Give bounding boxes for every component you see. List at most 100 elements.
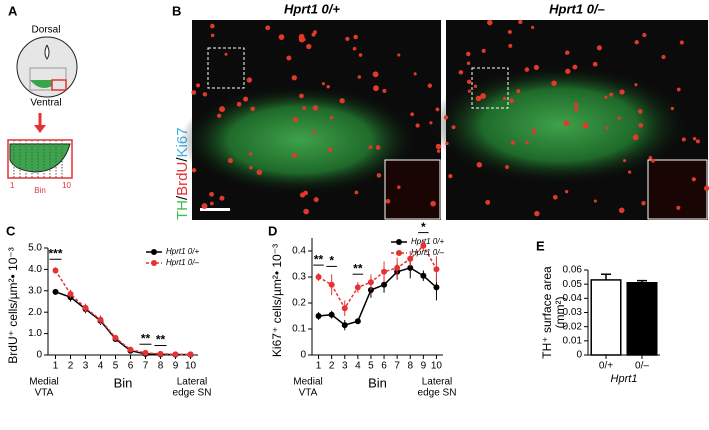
cell: [368, 145, 373, 150]
cell: [502, 96, 507, 100]
cell: [306, 43, 312, 50]
point: [52, 267, 59, 274]
x-axis-title: Hprt1: [611, 373, 638, 385]
legend-label: Hprt1 0/–: [411, 248, 444, 257]
legend-label: Hprt1 0/+: [411, 237, 444, 246]
x-note: Medial: [293, 377, 322, 388]
cell: [531, 128, 537, 134]
significance: ***: [48, 246, 62, 260]
cell: [436, 149, 441, 153]
cell: [637, 109, 643, 114]
cell: [191, 168, 197, 173]
label: 10: [62, 181, 71, 190]
point: [433, 266, 440, 273]
y-tick-label: 0.06: [563, 265, 583, 276]
cell: [661, 54, 666, 59]
point: [127, 346, 134, 353]
bin-lines: [13, 140, 63, 178]
x-note: VTA: [35, 388, 54, 399]
significance: **: [314, 252, 324, 266]
point: [187, 351, 194, 358]
cell: [609, 92, 614, 97]
y-tick-label: 0.01: [563, 335, 583, 346]
cell: [430, 200, 436, 207]
cell: [413, 72, 417, 76]
cell: [619, 89, 625, 95]
cell: [292, 116, 299, 123]
cell: [648, 156, 653, 160]
zoom-box: [207, 47, 245, 89]
series-line: [55, 291, 191, 356]
point: [354, 284, 361, 291]
cell: [373, 85, 379, 92]
cell: [217, 113, 222, 118]
cell: [605, 126, 609, 130]
cell: [328, 147, 333, 152]
cell: [385, 198, 391, 204]
cell: [210, 33, 215, 38]
x-tick-label: 6: [128, 361, 134, 372]
cell: [224, 52, 228, 56]
cell: [681, 137, 686, 142]
cell: [596, 45, 602, 51]
cell: [248, 151, 253, 156]
x-tick-label: 3: [83, 361, 89, 372]
cell: [256, 169, 263, 176]
y-tick-label: 2.0: [28, 307, 42, 318]
cell: [476, 162, 483, 168]
y-tick-label: 0.04: [563, 293, 583, 304]
cell: [592, 61, 598, 67]
x-tick-label: 0/+: [599, 361, 613, 372]
x-tick-label: 1: [316, 361, 322, 372]
cell: [632, 134, 639, 141]
cell: [302, 106, 307, 111]
cell: [376, 173, 382, 178]
roi: [29, 67, 67, 91]
cell: [299, 93, 304, 99]
point: [407, 255, 414, 262]
inset: [647, 159, 708, 220]
cell: [458, 70, 464, 75]
x-tick-label: 5: [368, 361, 374, 372]
cell: [292, 152, 298, 158]
x-tick-label: 1: [53, 361, 59, 372]
cell: [201, 203, 208, 210]
cell: [278, 34, 285, 40]
point: [97, 316, 104, 323]
series-line: [54, 270, 191, 356]
cell: [265, 25, 271, 31]
legend-marker: [151, 249, 157, 255]
cell: [339, 98, 345, 104]
cell: [382, 88, 387, 93]
cell: [429, 121, 433, 125]
x-tick-label: 9: [421, 361, 427, 372]
bar: [590, 279, 622, 356]
panel-b: B Hprt1 0/+ Hprt1 0/– TH/BrdU/Ki67: [172, 1, 708, 220]
point: [341, 322, 348, 329]
cell: [291, 75, 297, 81]
y-tick-label: 0.03: [563, 307, 583, 318]
legend-marker: [396, 239, 402, 245]
cell: [397, 185, 401, 189]
panel-label: B: [172, 3, 181, 18]
image-title: Hprt1 0/+: [284, 1, 340, 16]
cell: [435, 107, 440, 112]
x-tick-label: 0/–: [635, 361, 649, 372]
y-tick-label: 0.2: [292, 298, 306, 309]
y-tick-label: 1.0: [28, 328, 42, 339]
significance: **: [141, 331, 151, 345]
th-signal: [180, 85, 420, 195]
cell: [676, 205, 681, 210]
cell: [634, 83, 638, 87]
x-tick-label: 4: [355, 361, 361, 372]
x-tick-label: 4: [98, 361, 104, 372]
cell: [604, 95, 608, 99]
label: Ventral: [30, 98, 61, 109]
cell: [250, 106, 256, 112]
cell: [473, 84, 478, 88]
y-tick-label: 0.4: [292, 246, 306, 257]
cell: [466, 51, 471, 57]
point: [67, 291, 74, 298]
significance: *: [421, 220, 426, 234]
y-axis-title: TH⁺ surface area: [540, 266, 554, 359]
